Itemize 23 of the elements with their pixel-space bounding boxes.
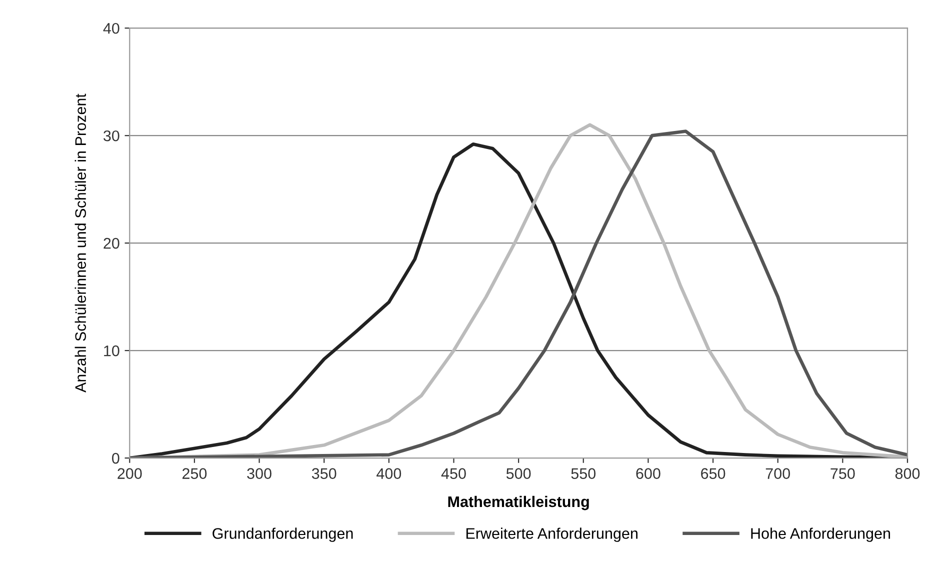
x-axis-title: Mathematikleistung [448,496,589,510]
x-tick-label: 650 [701,468,726,479]
y-tick-label: 0 [112,452,120,464]
legend-label: Grundanforderungen [212,528,353,542]
x-tick-label: 800 [895,468,920,479]
y-tick-label: 20 [104,238,120,249]
x-tick-label: 550 [571,468,596,479]
x-tick-label: 500 [506,468,531,479]
x-tick-label: 600 [636,468,660,479]
x-tick-label: 300 [247,468,272,479]
y-tick-label: 30 [104,130,120,142]
legend-label: Erweiterte Anforderungen [466,528,638,542]
x-tick-label: 200 [118,468,142,479]
x-tick-label: 750 [830,468,855,479]
x-tick-label: 350 [312,468,336,479]
y-tick-label: 40 [103,22,120,34]
legend-label: Hohe Anforderungen [751,528,890,542]
x-tick-label: 400 [376,468,402,479]
x-tick-label: 450 [441,468,466,479]
x-tick-label: 700 [766,468,790,479]
y-axis-title: Anzahl Schülerinnen und Schüler in Prozent [74,94,86,392]
y-tick-label: 10 [104,345,120,356]
x-tick-label: 250 [182,468,207,479]
